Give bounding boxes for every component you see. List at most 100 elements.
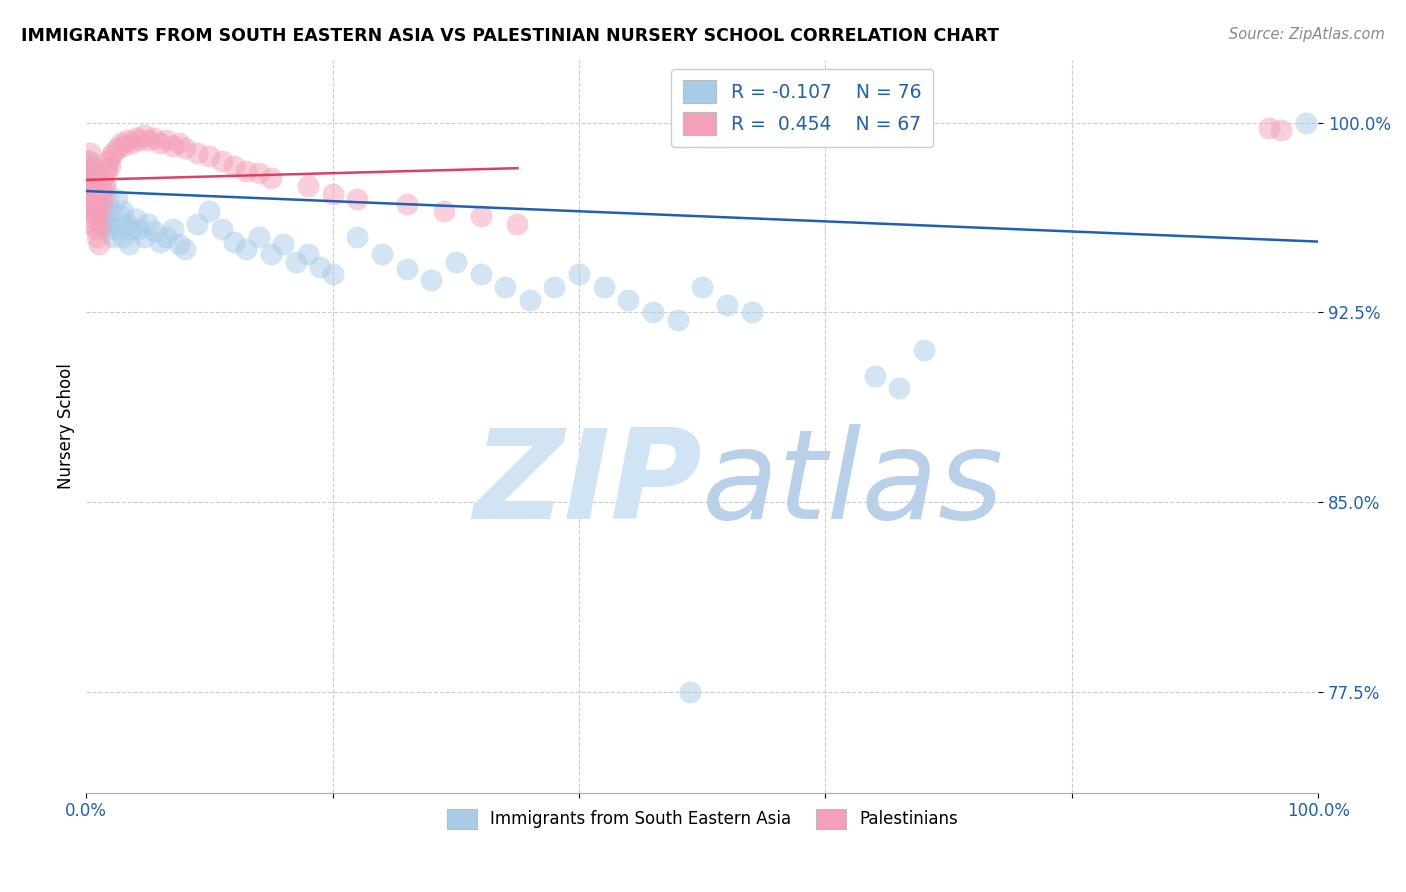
Point [134, 128, 156, 143]
Point [112, 229, 135, 244]
Point [134, 229, 156, 244]
Point [103, 146, 125, 161]
Point [143, 131, 166, 145]
Point [91, 171, 114, 186]
Point [247, 229, 270, 244]
Point [432, 204, 454, 219]
Point [94, 210, 117, 224]
Point [136, 133, 159, 147]
Point [112, 138, 135, 153]
Point [84, 192, 107, 206]
Point [470, 210, 492, 224]
Point [89, 210, 111, 224]
Point [91, 204, 114, 219]
Point [86, 229, 108, 244]
Point [666, 313, 689, 327]
Point [90, 179, 112, 194]
Point [284, 255, 307, 269]
Point [690, 280, 713, 294]
Point [76, 179, 98, 194]
Point [297, 247, 319, 261]
Point [260, 247, 283, 261]
Point [80, 171, 103, 186]
Point [79, 153, 101, 168]
Point [103, 229, 125, 244]
Point [568, 268, 591, 282]
Point [543, 280, 565, 294]
Point [346, 229, 368, 244]
Point [105, 141, 128, 155]
Point [105, 192, 128, 206]
Point [235, 242, 257, 256]
Point [224, 159, 246, 173]
Point [235, 164, 257, 178]
Point [198, 204, 221, 219]
Point [76, 171, 98, 186]
Point [89, 186, 111, 201]
Point [105, 222, 128, 236]
Point [912, 343, 935, 358]
Point [167, 237, 190, 252]
Point [506, 217, 529, 231]
Point [86, 196, 108, 211]
Point [322, 268, 344, 282]
Point [80, 196, 103, 211]
Point [87, 237, 110, 252]
Point [76, 192, 98, 206]
Point [494, 280, 516, 294]
Point [143, 225, 166, 239]
Point [470, 268, 492, 282]
Point [297, 179, 319, 194]
Point [124, 211, 146, 226]
Point [96, 161, 118, 176]
Text: atlas: atlas [702, 425, 1004, 545]
Point [162, 222, 184, 236]
Text: Source: ZipAtlas.com: Source: ZipAtlas.com [1229, 27, 1385, 42]
Point [444, 255, 467, 269]
Point [186, 146, 208, 161]
Point [77, 161, 100, 176]
Point [94, 179, 117, 194]
Point [84, 204, 107, 219]
Point [100, 149, 122, 163]
Point [679, 684, 702, 698]
Point [110, 136, 132, 150]
Point [91, 196, 114, 211]
Point [273, 237, 295, 252]
Point [519, 293, 541, 307]
Point [260, 171, 283, 186]
Point [77, 186, 100, 201]
Text: ZIP: ZIP [474, 425, 702, 545]
Point [186, 217, 208, 231]
Point [84, 186, 107, 201]
Point [93, 186, 115, 201]
Point [98, 217, 121, 231]
Point [863, 368, 886, 383]
Point [77, 204, 100, 219]
Point [371, 247, 394, 261]
Point [115, 133, 138, 147]
Point [77, 179, 100, 194]
Point [89, 217, 111, 231]
Point [79, 192, 101, 206]
Point [83, 196, 105, 211]
Point [1295, 116, 1317, 130]
Point [83, 171, 105, 186]
Point [889, 381, 911, 395]
Point [128, 133, 150, 147]
Point [82, 161, 104, 176]
Point [124, 131, 146, 145]
Point [94, 166, 117, 180]
Point [115, 217, 138, 231]
Y-axis label: Nursery School: Nursery School [58, 363, 75, 489]
Point [309, 260, 332, 274]
Point [395, 196, 418, 211]
Point [120, 136, 142, 150]
Point [90, 186, 112, 201]
Point [198, 149, 221, 163]
Point [173, 242, 195, 256]
Point [420, 272, 443, 286]
Point [82, 186, 104, 201]
Point [94, 179, 117, 194]
Point [83, 204, 105, 219]
